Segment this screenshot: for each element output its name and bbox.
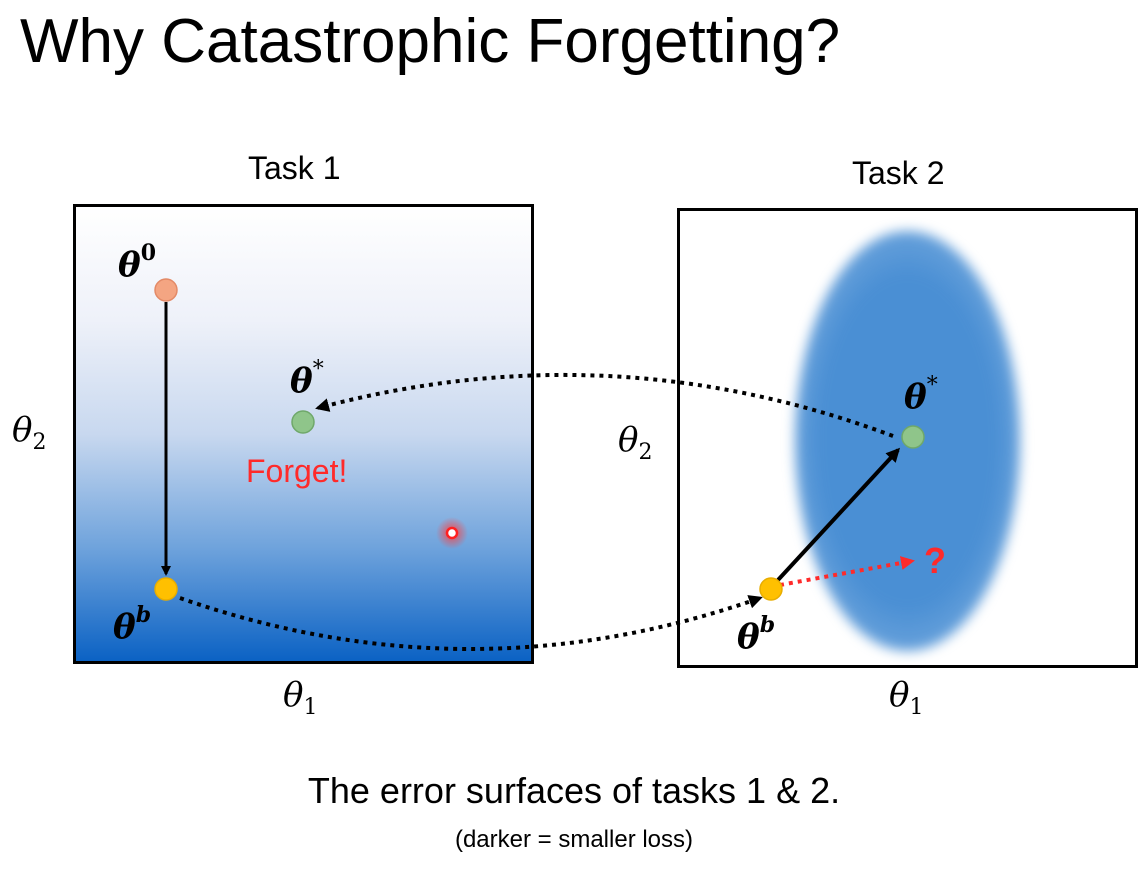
task2-y-axis-label: θ2 — [618, 420, 653, 465]
task1-thetab-point — [154, 577, 178, 601]
thetastar-mapping-arrow — [315, 372, 894, 438]
task2-uncertain-arrow — [779, 556, 915, 587]
task2-label: Task 2 — [852, 155, 945, 191]
task1-y-axis-label: θ2 — [12, 410, 47, 455]
task2-training-arrow — [776, 447, 901, 582]
task1-x-axis-label: θ1 — [283, 675, 318, 720]
task2-thetastar-point — [901, 425, 925, 449]
question-mark: ? — [924, 540, 946, 581]
task1-thetastar-label: θ* — [290, 357, 324, 401]
figure-caption-note: (darker = smaller loss) — [454, 826, 694, 853]
task2-x-axis-label: θ1 — [889, 675, 924, 720]
slide-title: Why Catastrophic Forgetting? — [20, 7, 841, 76]
task2-thetastar-label: θ* — [904, 373, 938, 417]
theta0-point — [154, 278, 178, 302]
task2-thetab-point — [759, 577, 783, 601]
figure-caption: The error surfaces of tasks 1 & 2. — [307, 770, 841, 811]
task1-thetab-label: θb — [113, 602, 151, 647]
task2-thetab-label: θb — [737, 612, 775, 657]
task1-label: Task 1 — [248, 150, 341, 186]
theta0-label: θ0 — [118, 240, 156, 285]
task1-red-dot — [445, 526, 459, 540]
task1-thetastar-point — [291, 410, 315, 434]
task1-error-surface — [73, 204, 534, 664]
forget-text: Forget! — [246, 453, 347, 489]
thetab-transfer-arrow — [179, 595, 763, 651]
